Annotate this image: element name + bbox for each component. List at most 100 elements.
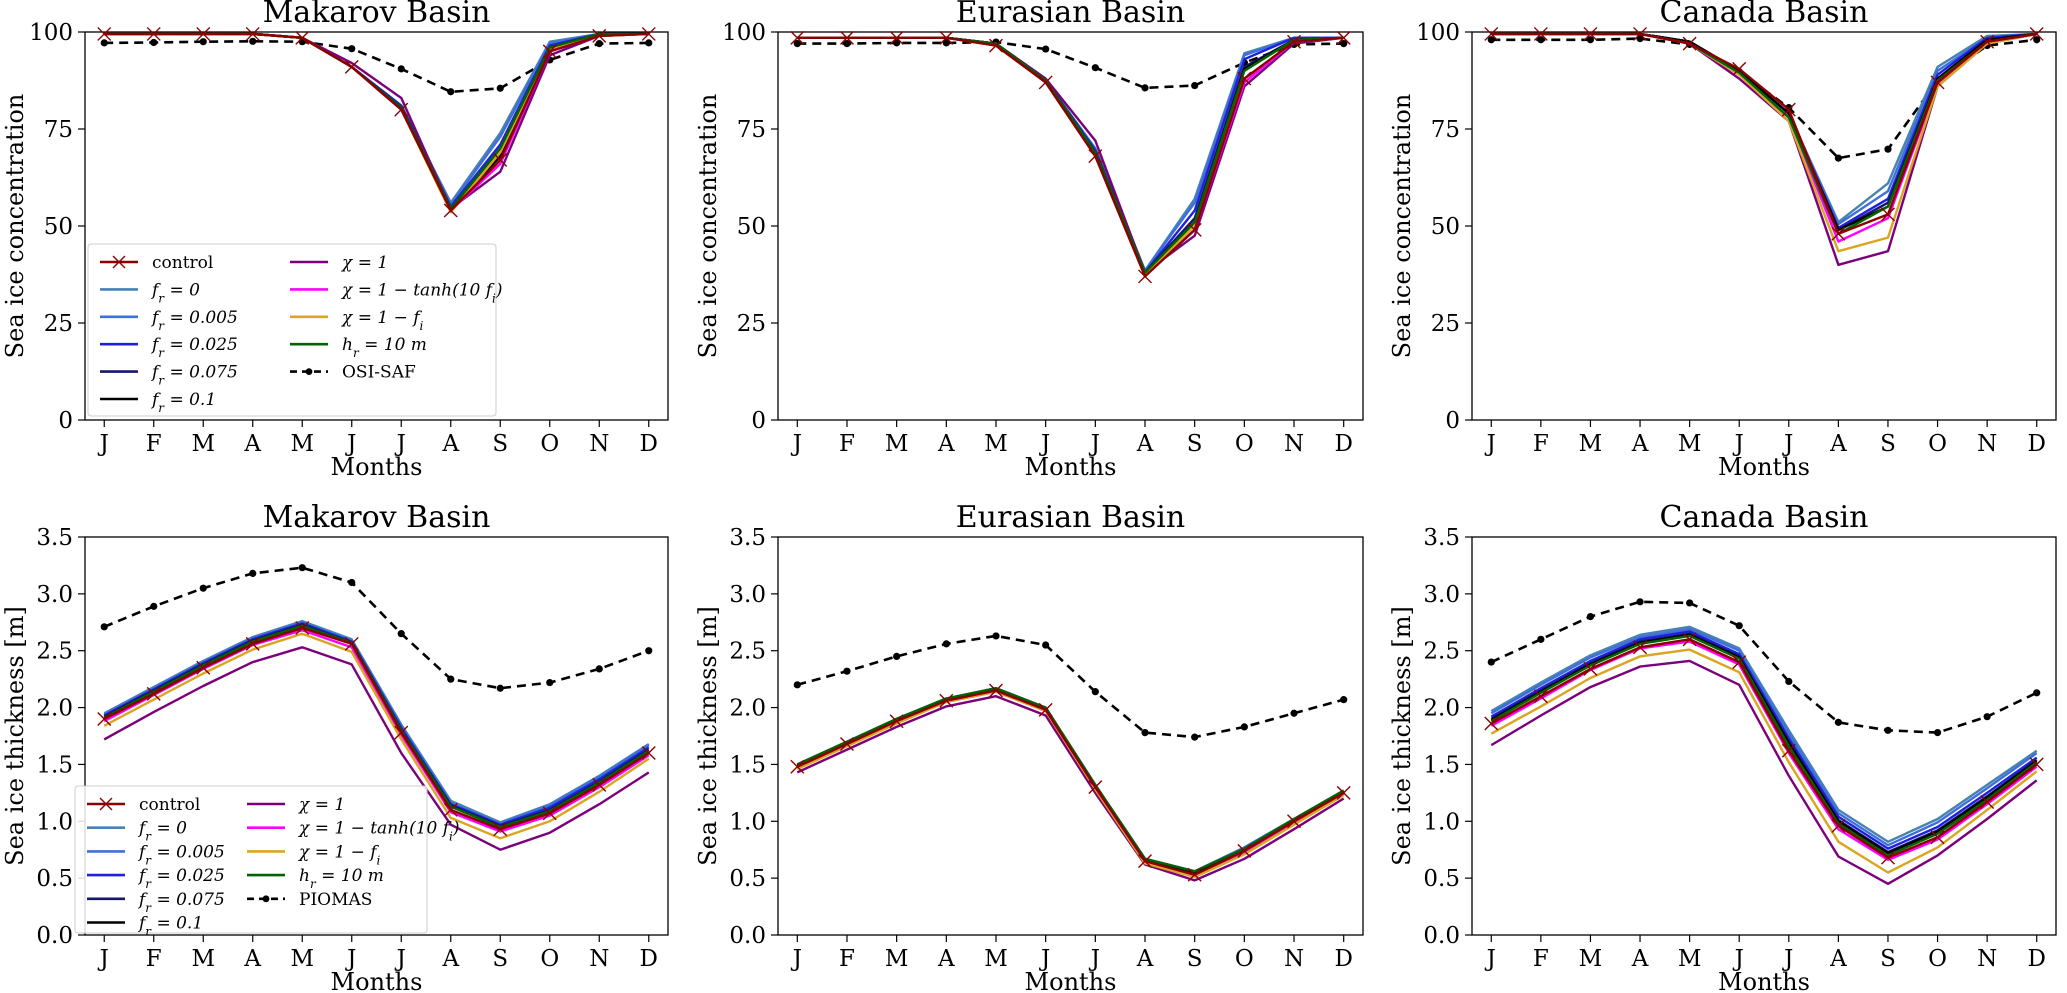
data-point [1682,36,1697,51]
y-tick-label: 50 [44,214,73,240]
data-point [1187,222,1202,237]
chart-panel-3: Canada Basin 0 25 50 75 100 J F M A M J J A S O N D Months… [1388,0,2057,481]
y-axis-label: Sea ice thickness [m] [694,606,722,866]
legend-label-chi_tanh: χ = 1 − tanh(10 fi) [298,819,460,844]
data-point [344,636,359,651]
y-tick-label: 0.5 [36,866,73,892]
data-point [1287,34,1302,49]
y-axis-label: Sea ice thickness [m] [1388,606,1416,866]
series-control [790,683,1351,882]
x-tick-label: F [1533,431,1549,457]
legend-label-obs: OSI-SAF [342,363,416,383]
data-point [1930,830,1945,845]
panel-title: Eurasian Basin [956,0,1185,30]
x-tick-label: A [441,431,459,457]
series-line-hr_10m [1490,634,2038,857]
series-line-hr_10m [796,687,1345,873]
y-tick-label: 25 [737,311,766,337]
y-tick-label: 1.0 [36,809,73,835]
series-line-control [797,36,1344,278]
x-tick-label: F [839,431,855,457]
data-point [245,26,260,41]
legend-label-chi_fi: χ = 1 − fi [298,842,381,867]
data-point [196,660,211,675]
data-point [397,630,405,638]
series-line-control [1490,638,2038,859]
legend-label-fr_01: fr = 0.1 [137,914,203,939]
series-line-fr_0 [1490,625,2038,843]
y-tick-label: 25 [1431,311,1460,337]
x-tick-label: A [1631,946,1649,972]
series-control [1484,632,2044,865]
series-line-control [796,689,1345,876]
x-tick-label: M [290,946,314,972]
chart-panel-2: Eurasian Basin 0 25 50 75 100 J F M A M J J A S O N D Mont… [694,0,1364,481]
y-tick-label: 2.5 [729,639,766,665]
y-tick-label: 3.5 [36,525,73,551]
data-point [146,26,161,41]
series-control [1484,26,2044,241]
data-point [249,37,257,45]
data-point [1586,613,1595,621]
x-tick-label: D [640,946,658,972]
data-point [97,711,112,726]
series-hr_10m [797,36,1344,274]
legend-label-obs: PIOMAS [299,890,372,910]
x-tick-label: M [885,946,909,972]
data-point [1781,102,1796,117]
x-tick-label: J [345,946,356,972]
data-point [443,203,458,218]
y-tick-label: 1.5 [1423,752,1460,778]
legend-frame [74,785,428,934]
data-point [1880,207,1895,222]
data-point [988,38,1003,53]
series-line-chi_1 [1490,659,2038,885]
x-tick-label: N [1284,431,1304,457]
series-line-chi_tanh [797,36,1344,276]
data-point [199,584,207,592]
x-tick-label: M [191,946,215,972]
y-tick-label: 1.0 [1423,809,1460,835]
series-obs [100,37,653,96]
y-tick-label: 3.0 [1423,582,1460,608]
series-line-fr_0075 [797,36,1344,274]
series-line-control [104,32,649,212]
data-point [146,686,161,701]
y-tick-label: 2.0 [1423,696,1460,722]
data-point [1533,26,1548,41]
chart-panel-1: Makarov Basin 0 25 50 75 100 J F M A M J J A S O N D Month… [1,0,669,481]
data-point [1636,34,1644,43]
data-point [641,746,656,761]
data-point [100,39,108,47]
plot-frame [84,536,669,936]
x-tick-label: M [191,431,215,457]
series-chi_1 [797,36,1344,274]
series-fr_0075 [797,36,1344,274]
data-point [1240,723,1248,731]
series-line-control [1491,32,2037,236]
data-point [1038,75,1053,90]
x-tick-label: N [1977,431,1997,457]
data-point [546,678,554,687]
x-tick-label: S [1880,946,1896,972]
data-point [348,45,356,53]
data-point [1091,688,1099,696]
series-line-chi_1 [103,646,650,851]
y-tick-label: 0.0 [36,923,73,949]
x-tick-label: J [1733,431,1744,457]
data-point [1091,64,1099,72]
data-point [447,88,455,96]
chart-panel-5: Eurasian Basin 0.0 0.5 1.0 1.5 2.0 2.5 3.0 3.5 J F… [694,500,1364,993]
legend-label-fr_0075: fr = 0.075 [137,890,225,915]
data-point [295,30,310,45]
series-control [97,26,656,218]
data-point [97,26,112,41]
x-tick-label: O [1928,946,1947,972]
data-point [1042,641,1050,649]
legend-marker [112,255,126,269]
data-point [1191,733,1199,741]
y-tick-label: 1.5 [36,752,73,778]
x-tick-label: D [2028,431,2046,457]
data-point [793,681,801,689]
data-point [641,26,656,41]
